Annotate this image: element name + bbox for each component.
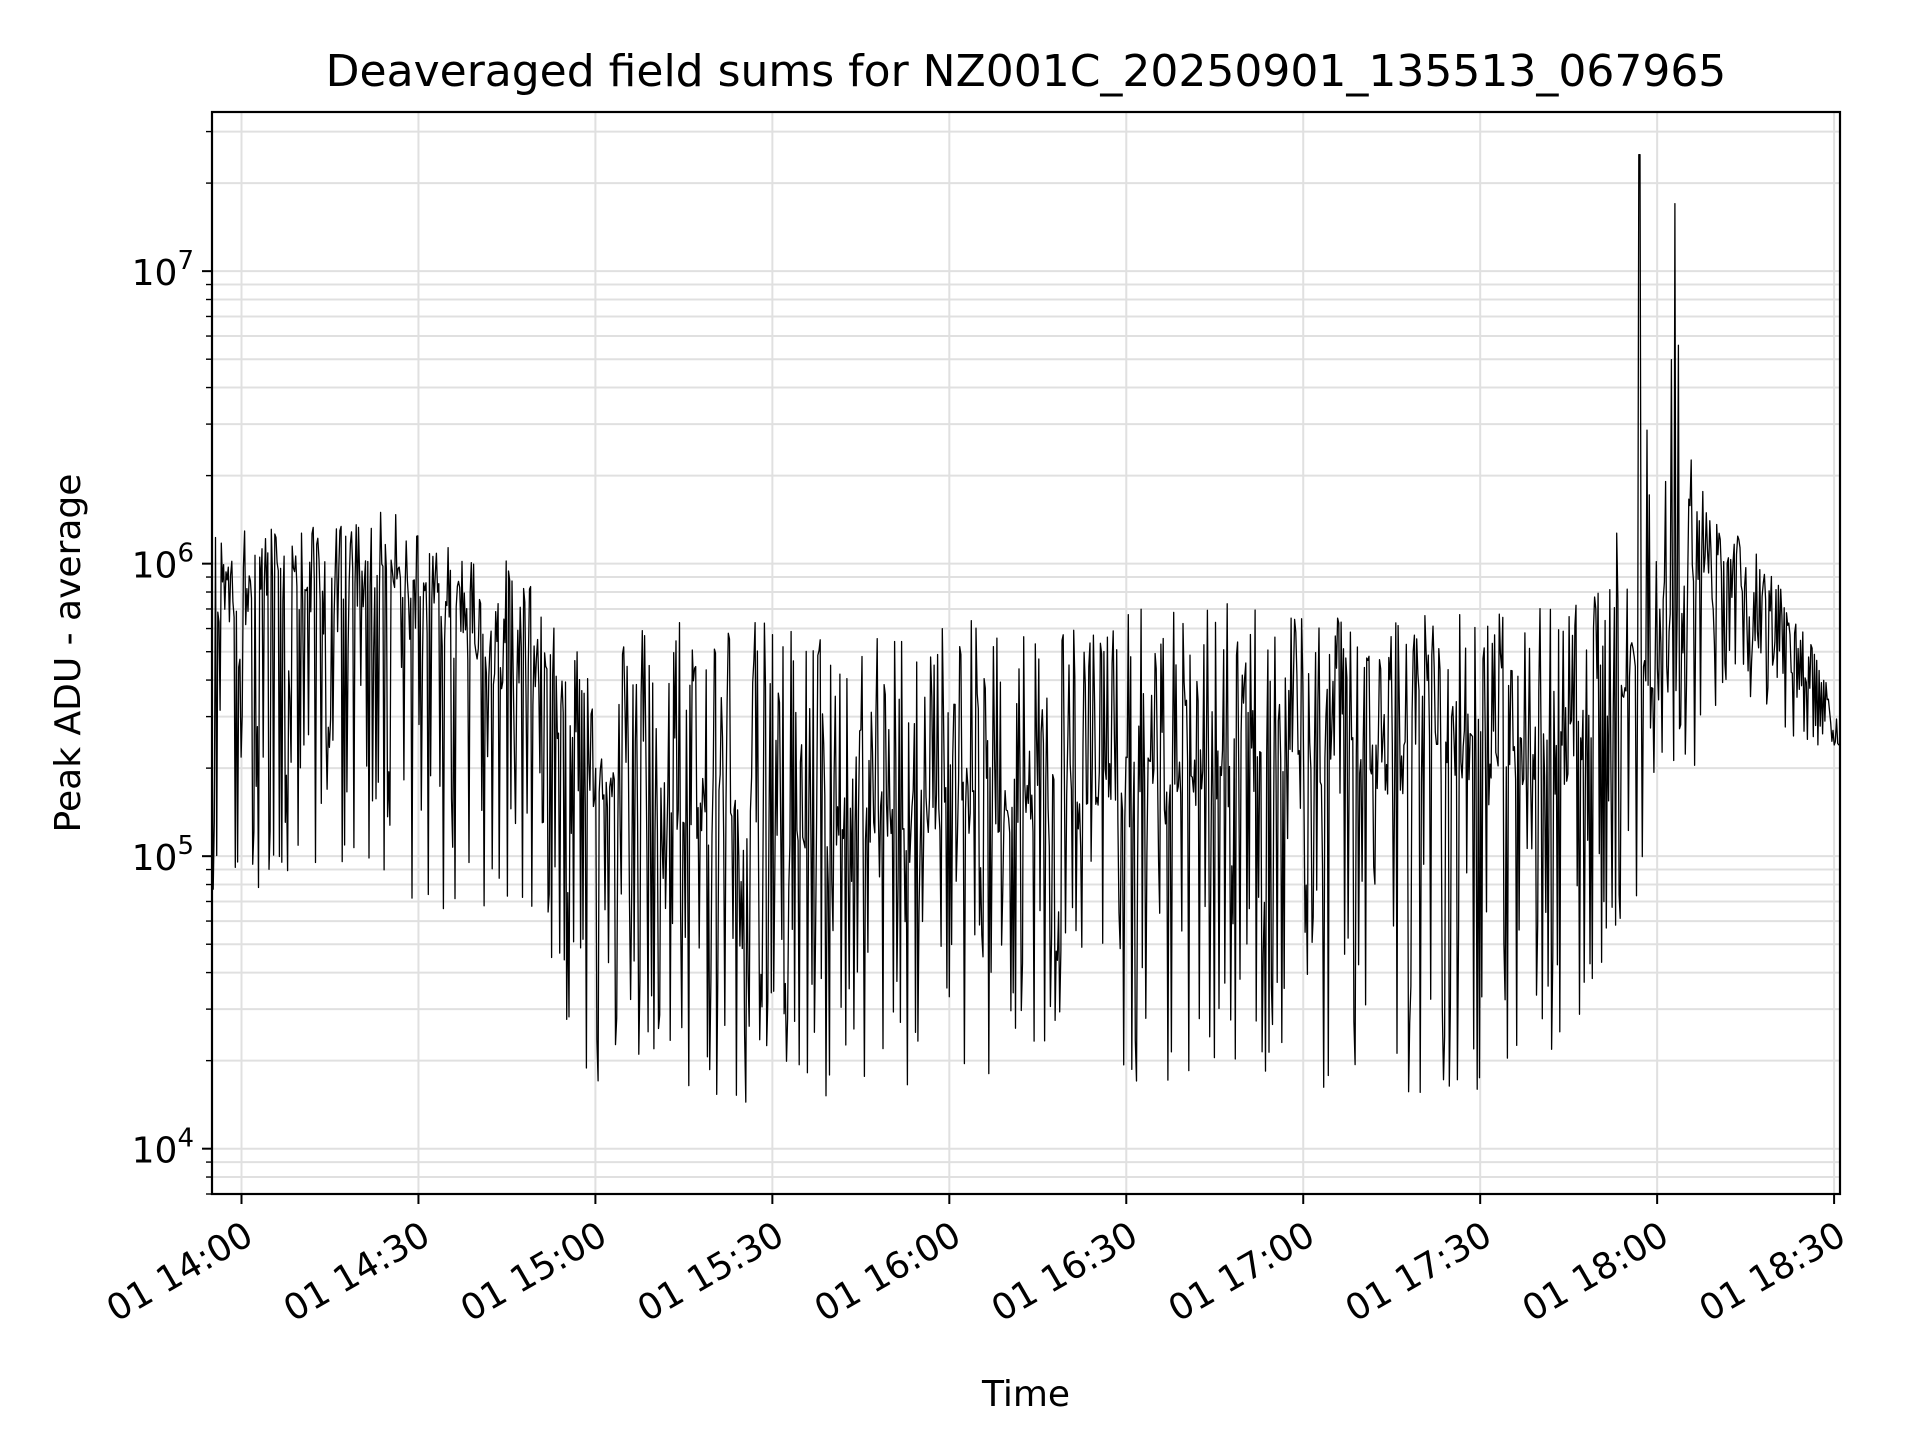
x-tick-label: 01 15:30 (631, 1214, 791, 1330)
y-tick-label: 104 (132, 1124, 194, 1172)
x-tick-label: 01 17:30 (1339, 1214, 1499, 1330)
x-tick-label: 01 17:00 (1162, 1214, 1322, 1330)
x-tick-label: 01 14:00 (100, 1214, 260, 1330)
x-tick-label: 01 18:00 (1516, 1214, 1676, 1330)
x-tick-label: 01 14:30 (277, 1214, 437, 1330)
x-axis-title: Time (981, 1374, 1070, 1415)
x-tick-label: 01 16:30 (985, 1214, 1145, 1330)
x-tick-label: 01 18:30 (1693, 1214, 1853, 1330)
plot-frame (210, 110, 1842, 1196)
x-tick-label: 01 15:00 (454, 1214, 614, 1330)
y-tick-label: 107 (132, 246, 194, 294)
y-tick-label: 106 (132, 539, 194, 587)
x-axis: 01 14:00 01 14:30 01 15:00 01 15:30 01 16:00… (100, 1194, 1853, 1330)
grid-lines (212, 112, 1840, 1195)
series-line (211, 154, 1841, 1103)
y-axis: 104 105 106 107 (132, 130, 212, 1195)
chart-title: Deaveraged field sums for NZ001C_2025090… (326, 46, 1727, 97)
x-tick-label: 01 16:00 (808, 1214, 968, 1330)
y-tick-label: 105 (132, 831, 194, 879)
y-axis-title: Peak ADU - average (48, 474, 89, 833)
series-line-layer (211, 154, 1841, 1103)
